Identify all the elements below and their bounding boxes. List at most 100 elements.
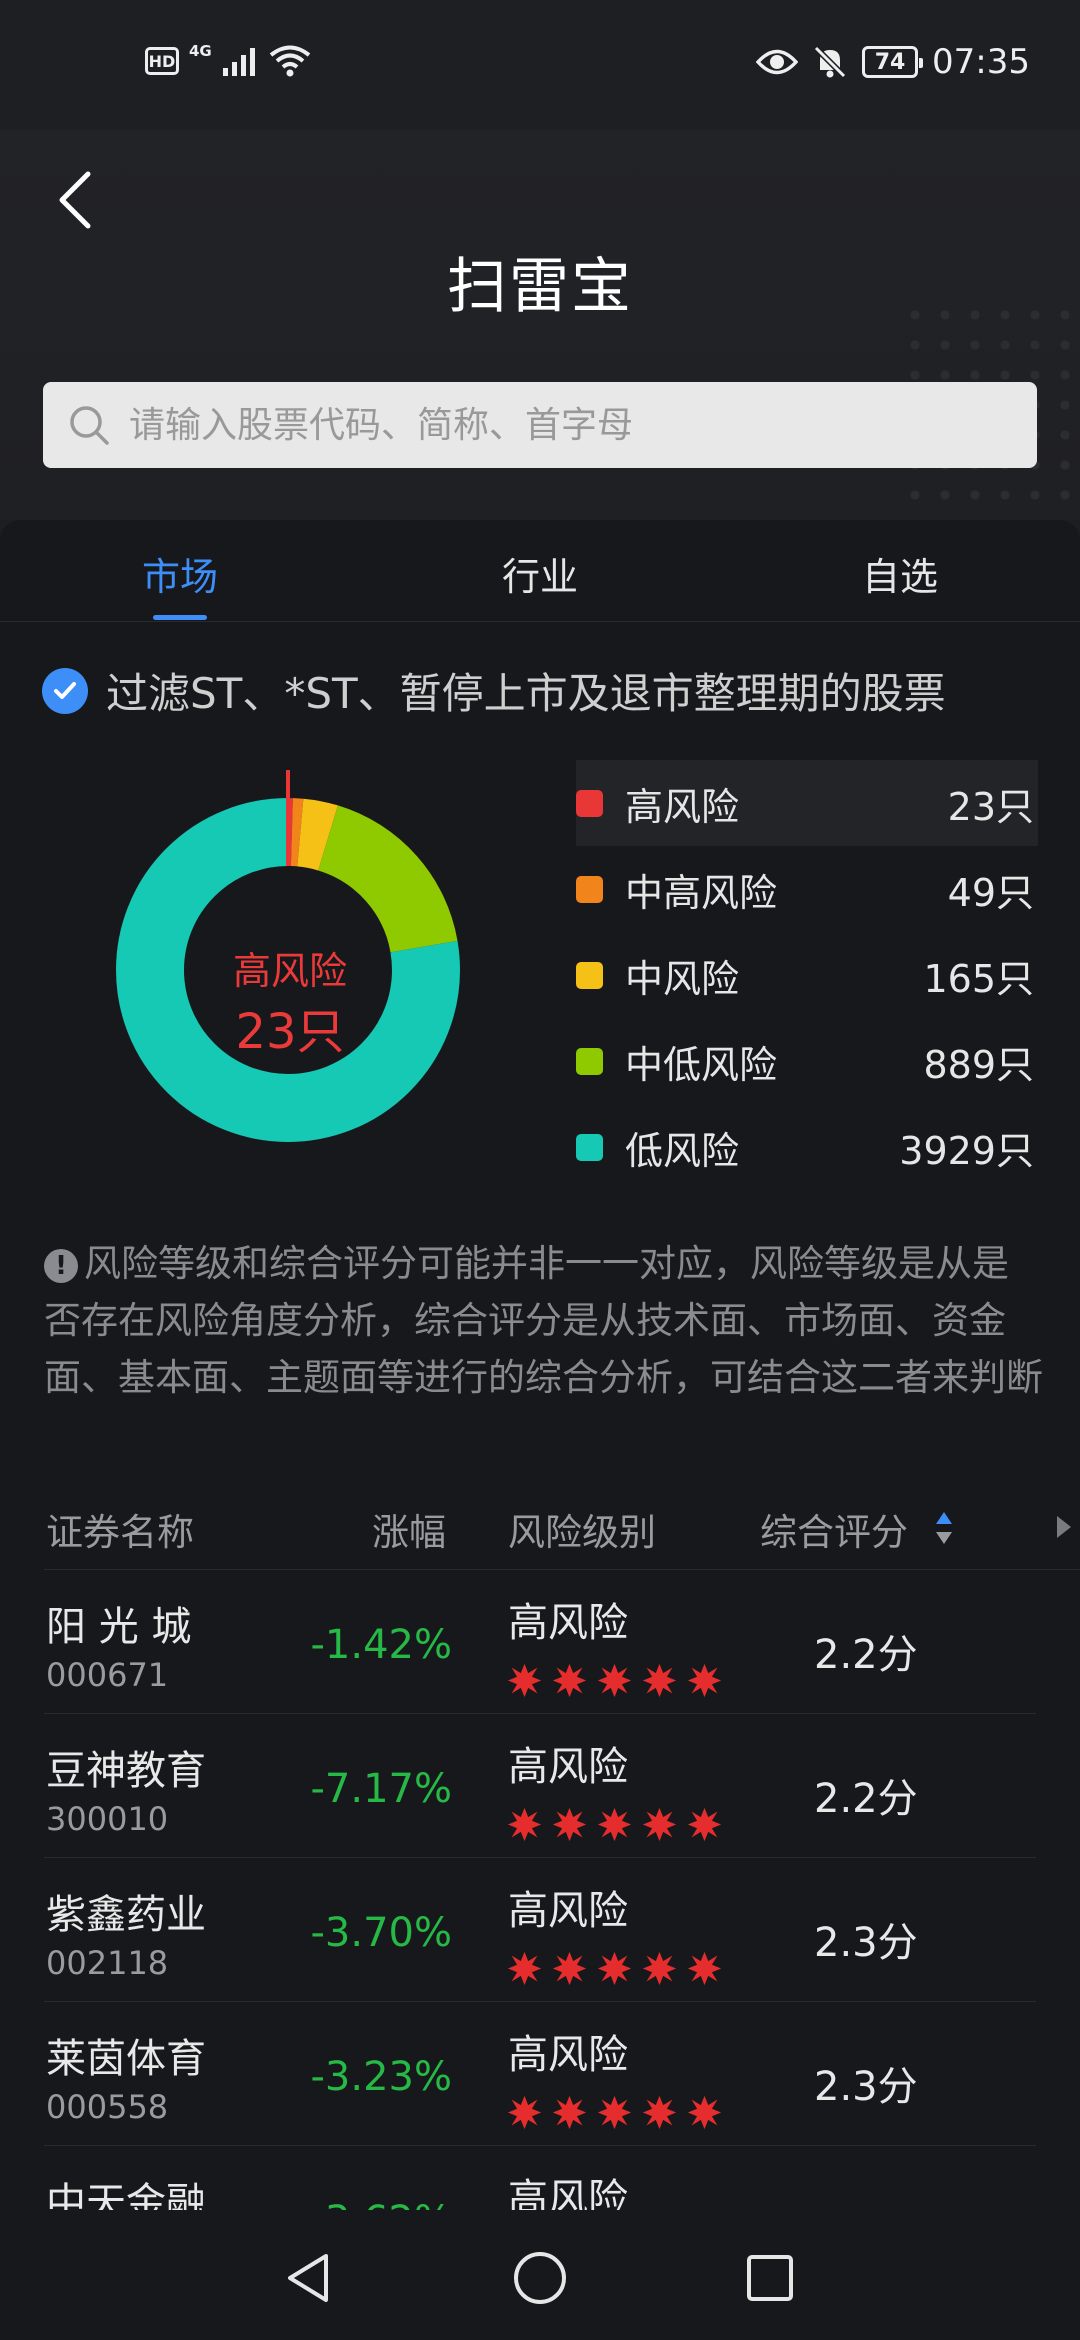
legend-count: 3929只 [899,1128,1034,1173]
legend-count: 889只 [923,1042,1034,1087]
risk-stars [506,1950,723,1987]
risk-star-icon [641,1662,678,1699]
tab-watchlist[interactable]: 自选 [861,555,938,599]
legend-swatch [576,1133,603,1161]
stock-change: -3.23% [310,2054,452,2100]
risk-star-icon [686,1806,723,1843]
stock-code: 000671 [46,1656,169,1694]
hd-icon: HD [145,47,179,75]
risk-star-icon [686,1950,723,1987]
donut-svg [116,770,460,1142]
risk-star-icon [506,2094,543,2131]
nav-home-icon[interactable] [510,2248,570,2308]
legend-swatch [576,875,603,903]
table-row[interactable]: 紫鑫药业 002118 -3.70% 高风险 2.3分 [44,1858,1036,2002]
header-risk[interactable]: 风险级别 [508,1511,656,1554]
chart-legend: 高风险 23只 中高风险 49只 中风险 165只 中低风险 889只 低风险 … [576,760,1038,1190]
table-row[interactable]: 莱茵体育 000558 -3.23% 高风险 2.3分 [44,2002,1036,2146]
risk-donut-chart: 高风险 23只 [100,760,480,1180]
table-row[interactable]: 中天金融 -3.62% 高风险 2.4分 [44,2146,1036,2216]
risk-star-icon [686,1662,723,1699]
stock-code: 300010 [46,1800,169,1838]
legend-item-low[interactable]: 低风险 3929只 [576,1104,1038,1190]
warning-icon: ! [44,1249,78,1283]
overall-score: 2.2分 [814,1776,918,1822]
risk-star-icon [551,2094,588,2131]
risk-star-icon [596,1662,633,1699]
header-name: 证券名称 [46,1511,194,1554]
active-tab-indicator [153,615,207,620]
risk-level: 高风险 [508,1744,628,1790]
risk-stars [506,1662,723,1699]
overall-score: 2.3分 [814,1920,918,1966]
stock-change: -1.42% [310,1622,452,1668]
wifi-icon [269,45,310,77]
nav-back-icon[interactable] [278,2248,338,2308]
legend-label: 中风险 [625,956,740,1001]
legend-count: 49只 [947,870,1034,915]
risk-stars [506,2094,723,2131]
legend-swatch [576,789,603,817]
table-row[interactable]: 豆神教育 300010 -7.17% 高风险 2.2分 [44,1714,1036,1858]
legend-label: 低风险 [625,1128,740,1173]
risk-stars [506,1806,723,1843]
stock-name: 豆神教育 [46,1748,206,1794]
filter-checkbox-row[interactable]: 过滤ST、*ST、暂停上市及退市整理期的股票 [42,660,946,721]
stock-name: 莱茵体育 [46,2036,206,2082]
stock-table: 阳 光 城 000671 -1.42% 高风险 2.2分 豆神教育 300010… [44,1570,1036,2216]
stock-name: 阳 光 城 [46,1604,192,1650]
risk-star-icon [641,1950,678,1987]
donut-center-label: 高风险 [232,949,347,993]
clock: 07:35 [932,42,1030,82]
risk-star-icon [551,1806,588,1843]
header-score[interactable]: 综合评分 [760,1511,908,1554]
system-nav-bar [0,2210,1080,2340]
search-bar[interactable] [43,382,1037,468]
risk-star-icon [506,1950,543,1987]
tab-bar: 市场 行业 自选 [0,520,1080,622]
risk-star-icon [551,1662,588,1699]
stock-name: 紫鑫药业 [46,1892,206,1938]
risk-star-icon [686,2094,723,2131]
sort-icon[interactable] [934,1508,954,1548]
stock-code: 002118 [46,1944,169,1982]
checkbox-checked-icon[interactable] [42,667,88,714]
legend-item-high[interactable]: 高风险 23只 [576,760,1038,846]
stock-change: -7.17% [310,1766,452,1812]
tab-industry[interactable]: 行业 [501,555,578,599]
table-header: 证券名称 涨幅 风险级别 综合评分 [44,1480,1080,1570]
risk-star-icon [596,1950,633,1987]
search-input[interactable] [129,404,989,446]
filter-label: 过滤ST、*ST、暂停上市及退市整理期的股票 [106,669,946,718]
risk-star-icon [641,1806,678,1843]
back-arrow-icon[interactable] [48,150,108,250]
overall-score: 2.3分 [814,2064,918,2110]
legend-count: 165只 [923,956,1034,1001]
nav-recents-icon[interactable] [740,2248,800,2308]
eye-icon [756,49,799,75]
risk-level: 高风险 [508,1888,628,1934]
search-icon [70,406,109,445]
donut-center-value: 23只 [235,1004,345,1060]
risk-star-icon [641,2094,678,2131]
legend-count: 23只 [947,784,1034,829]
mute-bell-icon [813,45,847,79]
legend-item-mid-high[interactable]: 中高风险 49只 [576,846,1038,932]
stock-code: 000558 [46,2088,169,2126]
header: 扫雷宝 [0,130,1080,520]
scroll-right-icon[interactable] [1054,1514,1074,1540]
legend-label: 中高风险 [625,870,778,915]
tab-market[interactable]: 市场 [141,555,218,599]
risk-notice: ! 风险等级和综合评分可能并非一一对应，风险等级是从是否存在风险角度分析，综合评分… [44,1235,1044,1406]
risk-level: 高风险 [508,2176,628,2216]
table-row[interactable]: 阳 光 城 000671 -1.42% 高风险 2.2分 [44,1570,1036,1714]
legend-label: 高风险 [625,784,740,829]
risk-level: 高风险 [508,2032,628,2078]
legend-item-mid[interactable]: 中风险 165只 [576,932,1038,1018]
overall-score: 2.2分 [814,1632,918,1678]
network-type-label: 4G [189,42,212,60]
header-change[interactable]: 涨幅 [372,1511,446,1554]
legend-item-mid-low[interactable]: 中低风险 889只 [576,1018,1038,1104]
risk-star-icon [506,1662,543,1699]
page-title: 扫雷宝 [447,252,633,322]
